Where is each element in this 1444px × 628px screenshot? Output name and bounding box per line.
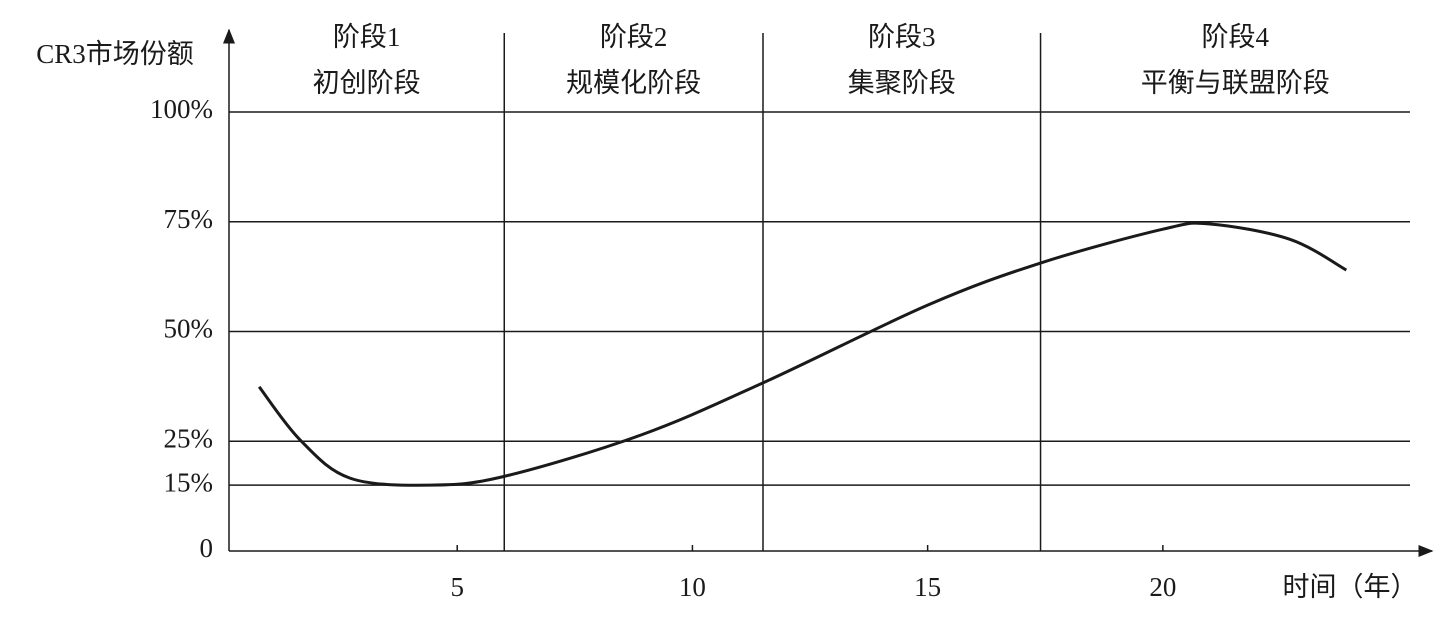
x-tick-label: 10 [679, 572, 706, 602]
line-series [257, 221, 1348, 487]
stage-subtitle: 初创阶段 [313, 68, 421, 98]
stage-subtitle: 集聚阶段 [848, 68, 956, 98]
x-tick-label: 5 [450, 572, 464, 602]
y-tick-label: 25% [164, 423, 214, 453]
x-tick-label: 15 [914, 572, 941, 602]
stage-subtitle: 平衡与联盟阶段 [1141, 68, 1330, 98]
y-tick-label: 15% [164, 467, 214, 497]
stage-title: 阶段1 [333, 22, 401, 52]
y-tick-label: 100% [150, 94, 213, 124]
y-tick-label: 0 [200, 533, 214, 563]
stage-title: 阶段4 [1202, 22, 1270, 52]
stage-title: 阶段2 [600, 22, 668, 52]
y-axis-label: CR3市场份额 [36, 39, 194, 69]
stage-subtitle: 规模化阶段 [566, 68, 701, 98]
x-tick-label: 20 [1149, 572, 1176, 602]
stage-title: 阶段3 [868, 22, 936, 52]
y-tick-label: 50% [164, 314, 214, 344]
x-axis-label: 时间（年） [1283, 572, 1418, 602]
y-tick-label: 75% [164, 204, 214, 234]
